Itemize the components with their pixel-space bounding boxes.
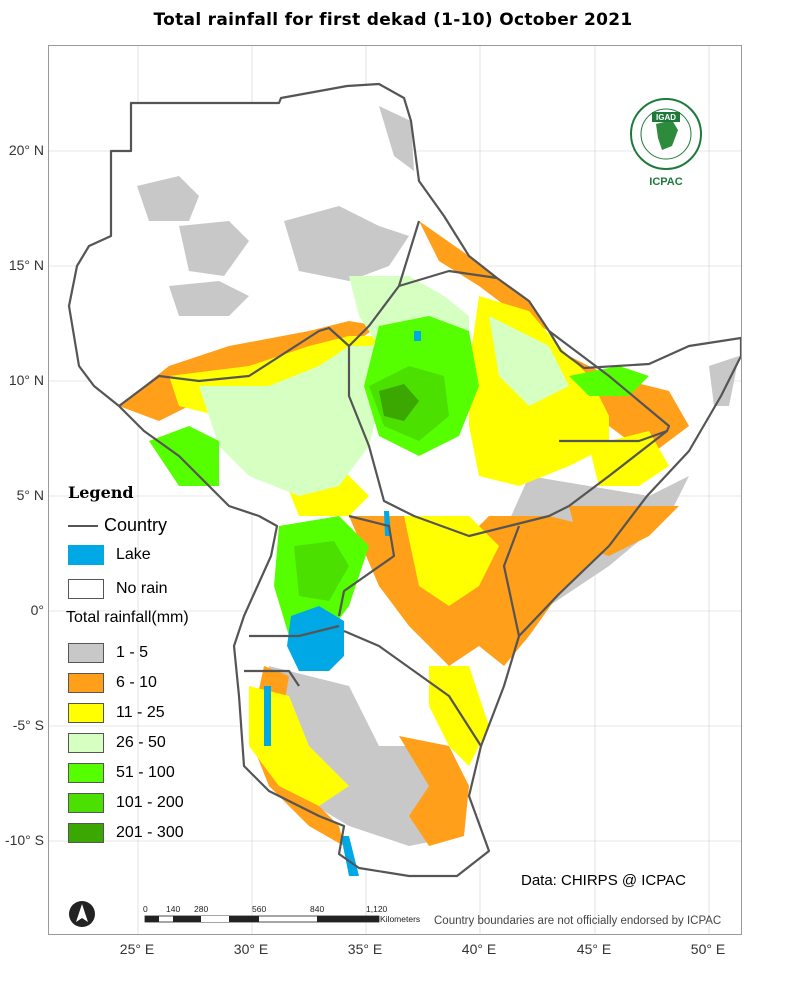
legend-class-101-200: 101 - 200 [68, 793, 184, 813]
class-label: 1 - 5 [116, 644, 149, 661]
x-tick-35: 35° E [347, 941, 383, 957]
scale-label-280: 280 [194, 904, 209, 914]
logo-name: ICPAC [649, 176, 683, 188]
scale-label-560: 560 [252, 904, 267, 914]
legend-class-1-5: 1 - 5 [68, 643, 148, 663]
legend-lake: Lake [68, 545, 151, 565]
class-label: 101 - 200 [116, 794, 184, 811]
scale-bar: 0 140 280 560 840 1,120 Kilometers [140, 904, 440, 930]
y-tick-20n: 20° N [8, 142, 44, 158]
class-swatch [68, 823, 104, 843]
class-label: 6 - 10 [116, 674, 157, 691]
x-tick-40: 40° E [461, 941, 497, 957]
logo-badge: IGAD [656, 113, 676, 122]
legend-title: Legend [68, 483, 134, 502]
class-swatch [68, 763, 104, 783]
class-label: 201 - 300 [116, 824, 184, 841]
legend-class-51-100: 51 - 100 [68, 763, 175, 783]
data-credit: Data: CHIRPS @ ICPAC [521, 872, 686, 889]
region-landmass [69, 84, 741, 876]
scale-label-840: 840 [310, 904, 325, 914]
class-swatch [68, 733, 104, 753]
y-tick-15n: 15° N [8, 257, 44, 273]
map-title: Total rainfall for first dekad (1-10) Oc… [153, 10, 633, 30]
rain-201-300-zones [379, 384, 419, 421]
x-tick-30: 30° E [233, 941, 269, 957]
scale-label-140: 140 [166, 904, 181, 914]
igad-emblem-icon: IGAD [630, 98, 702, 170]
class-swatch [68, 703, 104, 723]
legend-class-11-25: 11 - 25 [68, 703, 165, 723]
lake-tana [414, 331, 421, 341]
scale-unit: Kilometers [380, 914, 421, 924]
map-frame: IGAD ICPAC [48, 45, 742, 935]
y-tick-0: 0° [30, 602, 44, 618]
igad-icpac-logo: IGAD ICPAC [628, 96, 704, 188]
scale-label-0: 0 [143, 904, 148, 914]
legend-class-6-10: 6 - 10 [68, 673, 157, 693]
class-label: 11 - 25 [116, 704, 165, 721]
y-tick-10n: 10° N [8, 372, 44, 388]
lake-victoria [287, 606, 344, 671]
country-line-swatch [68, 524, 98, 527]
legend-no-rain: No rain [68, 579, 168, 599]
class-swatch [68, 793, 104, 813]
legend-lake-label: Lake [116, 546, 151, 563]
x-tick-45: 45° E [576, 941, 612, 957]
country-boundaries [67, 82, 741, 878]
map-canvas [49, 46, 741, 934]
class-swatch [68, 673, 104, 693]
legend-class-26-50: 26 - 50 [68, 733, 166, 753]
no-rain-swatch [68, 579, 104, 599]
legend-rainfall-title: Total rainfall(mm) [66, 609, 189, 626]
class-swatch [68, 643, 104, 663]
lake-tanganyika [264, 686, 271, 746]
legend-country: Country [68, 515, 167, 536]
x-tick-50: 50° E [690, 941, 726, 957]
scale-bar-graphic [144, 915, 380, 923]
boundary-disclaimer: Country boundaries are not officially en… [434, 915, 722, 927]
scale-label-1120: 1,120 [366, 904, 388, 914]
y-tick-5n: 5° N [16, 487, 44, 503]
lake-swatch [68, 545, 104, 565]
class-label: 26 - 50 [116, 734, 166, 751]
legend-country-label: Country [104, 515, 168, 535]
legend-no-rain-label: No rain [116, 580, 168, 597]
north-arrow-icon [69, 901, 95, 927]
legend-class-201-300: 201 - 300 [68, 823, 184, 843]
class-label: 51 - 100 [116, 764, 175, 781]
y-tick-5s: -5° S [12, 717, 44, 733]
y-tick-10s: -10° S [4, 832, 44, 848]
x-tick-25: 25° E [119, 941, 155, 957]
